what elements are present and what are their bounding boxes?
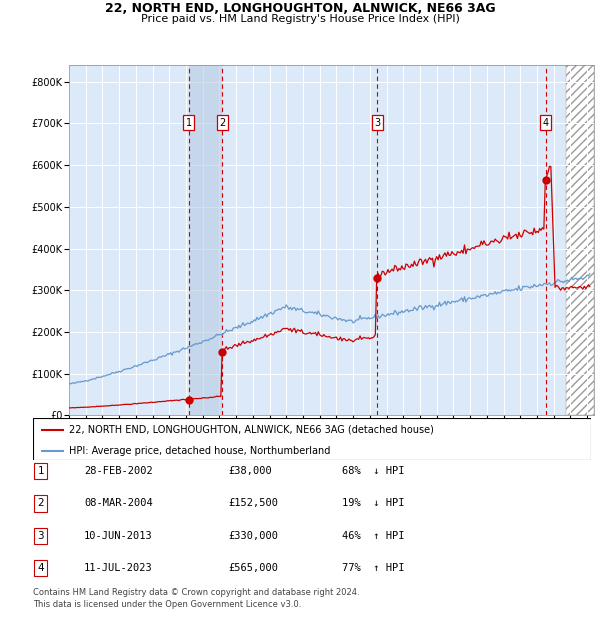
Text: £565,000: £565,000 xyxy=(228,563,278,573)
Text: 11-JUL-2023: 11-JUL-2023 xyxy=(84,563,153,573)
Text: 77%  ↑ HPI: 77% ↑ HPI xyxy=(342,563,404,573)
Text: £38,000: £38,000 xyxy=(228,466,272,476)
Text: 22, NORTH END, LONGHOUGHTON, ALNWICK, NE66 3AG: 22, NORTH END, LONGHOUGHTON, ALNWICK, NE… xyxy=(104,2,496,15)
Text: 22, NORTH END, LONGHOUGHTON, ALNWICK, NE66 3AG (detached house): 22, NORTH END, LONGHOUGHTON, ALNWICK, NE… xyxy=(69,425,434,435)
Text: 19%  ↓ HPI: 19% ↓ HPI xyxy=(342,498,404,508)
Text: 4: 4 xyxy=(37,563,44,573)
Bar xyxy=(566,65,594,415)
Text: 10-JUN-2013: 10-JUN-2013 xyxy=(84,531,153,541)
Text: Price paid vs. HM Land Registry's House Price Index (HPI): Price paid vs. HM Land Registry's House … xyxy=(140,14,460,24)
Text: 68%  ↓ HPI: 68% ↓ HPI xyxy=(342,466,404,476)
Text: 08-MAR-2004: 08-MAR-2004 xyxy=(84,498,153,508)
Text: 4: 4 xyxy=(542,118,549,128)
Text: This data is licensed under the Open Government Licence v3.0.: This data is licensed under the Open Gov… xyxy=(33,600,301,609)
Text: 3: 3 xyxy=(374,118,380,128)
Text: 3: 3 xyxy=(37,531,44,541)
Text: HPI: Average price, detached house, Northumberland: HPI: Average price, detached house, Nort… xyxy=(69,446,331,456)
Text: 1: 1 xyxy=(37,466,44,476)
Text: 28-FEB-2002: 28-FEB-2002 xyxy=(84,466,153,476)
Text: 2: 2 xyxy=(220,118,226,128)
Text: Contains HM Land Registry data © Crown copyright and database right 2024.: Contains HM Land Registry data © Crown c… xyxy=(33,588,359,597)
Bar xyxy=(188,65,223,415)
Text: £152,500: £152,500 xyxy=(228,498,278,508)
Text: 2: 2 xyxy=(37,498,44,508)
Text: 46%  ↑ HPI: 46% ↑ HPI xyxy=(342,531,404,541)
Text: 1: 1 xyxy=(185,118,192,128)
Text: £330,000: £330,000 xyxy=(228,531,278,541)
